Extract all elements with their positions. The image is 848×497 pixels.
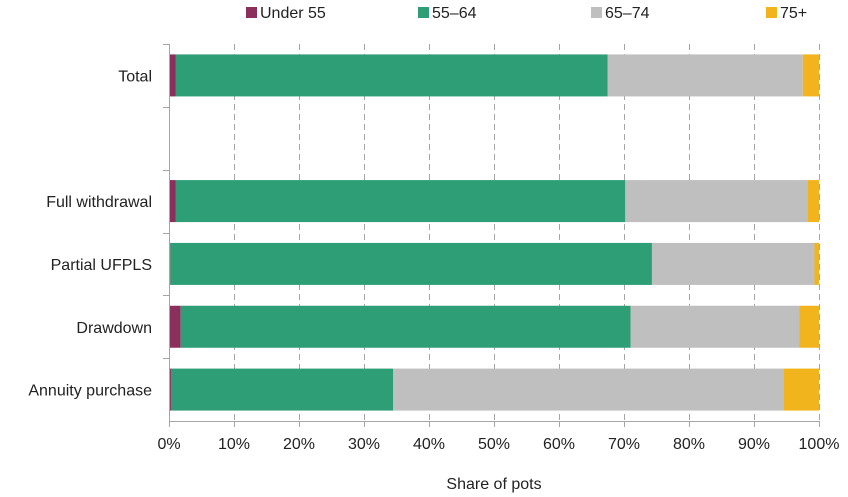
legend-label: 65–74 <box>605 5 650 22</box>
x-tick-label: 90% <box>738 436 770 453</box>
x-tick-label: 30% <box>348 436 380 453</box>
legend: Under 55 55–64 65–74 75+ <box>246 5 807 22</box>
gridlines <box>234 44 820 421</box>
x-tick-labels: 0% 10% 20% 30% 40% 50% 60% 70% 80% 90% 100% <box>157 436 839 453</box>
x-tick-label: 40% <box>413 436 445 453</box>
legend-item: Under 55 <box>246 5 326 22</box>
category-label: Full withdrawal <box>46 194 152 211</box>
legend-item: 65–74 <box>591 5 650 22</box>
bar-segment <box>625 180 808 223</box>
x-tick-label: 70% <box>608 436 640 453</box>
legend-label: 75+ <box>780 5 807 22</box>
category-label: Total <box>118 68 152 85</box>
bar-segment <box>783 368 819 411</box>
bar-segment <box>814 242 819 285</box>
x-tick-label: 60% <box>543 436 575 453</box>
category-label: Partial UFPLS <box>51 257 152 274</box>
x-tick-label: 100% <box>799 436 840 453</box>
bar-segment <box>807 180 819 223</box>
bar-segment <box>630 305 800 348</box>
bar-segment <box>180 305 631 348</box>
legend-item: 55–64 <box>418 5 477 22</box>
x-tick-label: 0% <box>157 436 180 453</box>
legend-swatch <box>418 7 429 18</box>
category-label: Annuity purchase <box>28 383 152 400</box>
bar-segment <box>169 305 181 348</box>
legend-label: 55–64 <box>432 5 477 22</box>
axes <box>163 44 820 427</box>
bar-segment <box>175 180 626 223</box>
x-tick-label: 80% <box>673 436 705 453</box>
legend-label: Under 55 <box>260 5 326 22</box>
x-tick-label: 50% <box>478 436 510 453</box>
category-labels: Total Full withdrawal Partial UFPLS Drawdow… <box>28 68 152 399</box>
x-axis-title: Share of pots <box>446 476 541 493</box>
bars <box>169 54 819 411</box>
bar-segment <box>393 368 784 411</box>
bar-segment <box>175 54 608 97</box>
bar-segment <box>170 242 652 285</box>
x-tick-label: 10% <box>218 436 250 453</box>
legend-item: 75+ <box>766 5 807 22</box>
category-label: Drawdown <box>76 320 152 337</box>
bar-segment <box>802 54 819 97</box>
bar-segment <box>651 242 815 285</box>
legend-swatch <box>246 7 257 18</box>
x-tick-label: 20% <box>283 436 315 453</box>
bar-segment <box>169 54 176 97</box>
bar-segment <box>169 180 176 223</box>
legend-swatch <box>766 7 777 18</box>
bar-segment <box>607 54 803 97</box>
bar-segment <box>170 368 394 411</box>
legend-swatch <box>591 7 602 18</box>
bar-segment <box>799 305 819 348</box>
